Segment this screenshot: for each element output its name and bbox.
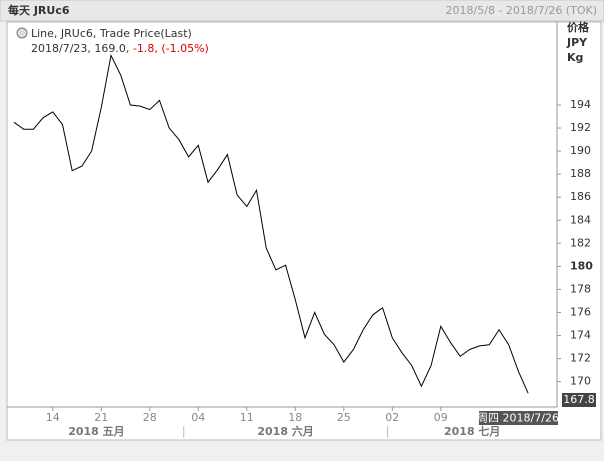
- header-range: 2018/5/8 - 2018/7/26 (TOK): [446, 4, 597, 17]
- y-tick-label: 178: [570, 282, 591, 295]
- unit-label: 价格: [567, 20, 590, 34]
- y-tick-label: 194: [570, 98, 591, 111]
- last-price-box: [562, 393, 596, 407]
- x-tick-label: 09: [434, 411, 448, 424]
- x-tick-label: 02: [385, 411, 399, 424]
- y-tick-label: 176: [570, 305, 591, 318]
- legend-date: 2018/7/23, 169.0,: [31, 42, 133, 55]
- y-tick-label: 184: [570, 213, 591, 226]
- cursor-label: 周四 2018/7/26: [477, 412, 559, 425]
- month-label: 2018 五月: [68, 425, 124, 438]
- month-label: 2018 七月: [444, 424, 500, 438]
- x-tick-label: 04: [191, 411, 205, 424]
- cursor-box: [479, 411, 558, 425]
- legend-change: -1.8, (-1.05%): [133, 42, 209, 55]
- x-tick-label: 25: [337, 411, 351, 424]
- y-tick-label: 182: [570, 236, 591, 249]
- y-tick-label: 174: [570, 329, 591, 342]
- y-tick-label: 192: [570, 121, 591, 134]
- y-tick-label: 170: [570, 375, 591, 388]
- x-tick-label: 14: [46, 411, 60, 424]
- unit-label: Kg: [567, 51, 583, 64]
- month-label: 2018 六月: [257, 424, 313, 438]
- legend-icon[interactable]: [16, 27, 28, 39]
- plot-background: [6, 21, 602, 441]
- x-tick-label: 28: [143, 411, 157, 424]
- y-tick-label: 188: [570, 167, 591, 180]
- header-bar: [0, 0, 604, 22]
- x-tick-label: 18: [288, 411, 302, 424]
- header-title: 每天 JRUc6: [8, 3, 70, 17]
- legend-value: 2018/7/23, 169.0, -1.8, (-1.05%): [31, 42, 209, 55]
- y-tick-label: 186: [570, 190, 591, 203]
- legend-series: Line, JRUc6, Trade Price(Last): [31, 27, 192, 40]
- y-tick-label: 180: [570, 259, 593, 272]
- y-tick-label: 172: [570, 352, 591, 365]
- x-tick-label: 11: [240, 411, 254, 424]
- price-line: [13, 53, 529, 394]
- y-tick-label: 190: [570, 144, 591, 157]
- last-price-label: 167.8: [563, 393, 595, 406]
- unit-label: JPY: [566, 36, 588, 49]
- x-tick-label: 21: [94, 411, 108, 424]
